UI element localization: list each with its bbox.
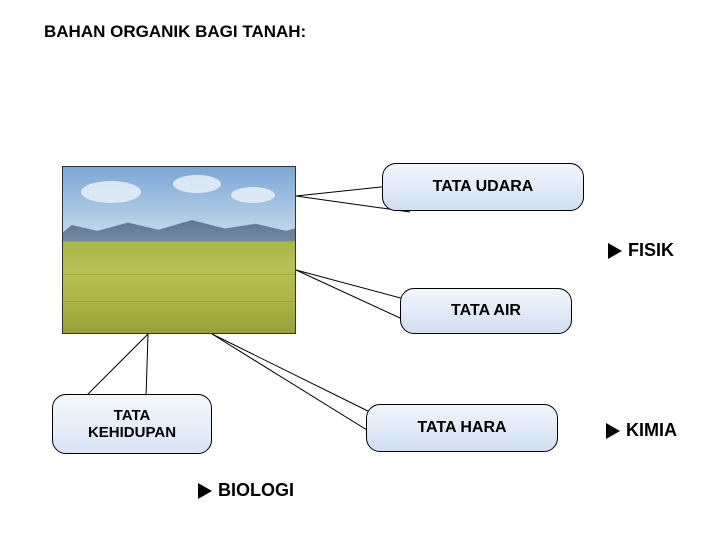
bubble-tata-hara: TATA HARA	[366, 404, 558, 452]
triangle-icon	[606, 423, 620, 439]
label-biologi: BIOLOGI	[198, 480, 294, 501]
label-text: FISIK	[628, 240, 674, 261]
label-text: BIOLOGI	[218, 480, 294, 501]
label-text: KIMIA	[626, 420, 677, 441]
label-kimia: KIMIA	[606, 420, 677, 441]
cloud-icon	[231, 187, 275, 203]
field-photo	[62, 166, 296, 334]
label-fisik: FISIK	[608, 240, 674, 261]
mountain-icon	[62, 218, 296, 242]
bubble-tata-kehidupan: TATA KEHIDUPAN	[52, 394, 212, 454]
bubble-tata-air: TATA AIR	[400, 288, 572, 334]
cloud-icon	[81, 181, 141, 203]
page-title: BAHAN ORGANIK BAGI TANAH:	[44, 22, 306, 42]
triangle-icon	[198, 483, 212, 499]
sky-region	[63, 167, 295, 242]
bubble-tata-udara: TATA UDARA	[382, 163, 584, 211]
cloud-icon	[173, 175, 221, 193]
triangle-icon	[608, 243, 622, 259]
field-region	[63, 242, 295, 333]
